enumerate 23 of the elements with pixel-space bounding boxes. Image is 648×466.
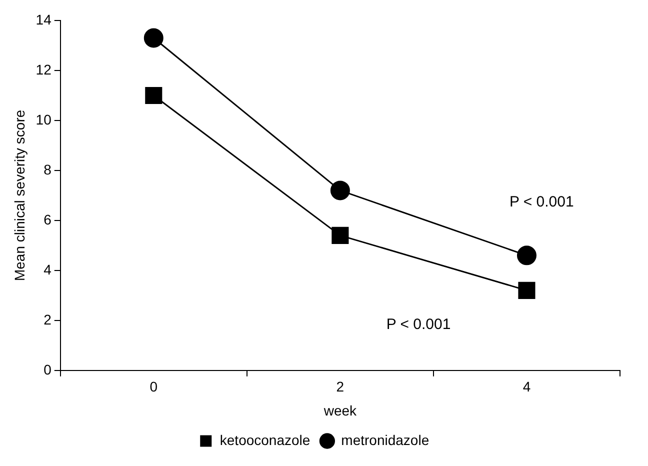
y-axis-title: Mean clinical severity score [11, 110, 28, 282]
annotation: P < 0.001 [386, 316, 451, 334]
y-tick-label: 6 [44, 211, 52, 228]
x-tick-label: 4 [522, 378, 531, 395]
y-tick-label: 8 [44, 161, 52, 178]
point [330, 180, 350, 200]
y-tick-label: 10 [36, 111, 52, 128]
legend-label: metronidazole [341, 432, 430, 448]
point [144, 28, 164, 48]
y-tick-label: 4 [44, 261, 52, 278]
y-tick-label: 12 [36, 61, 52, 78]
annotation: P < 0.001 [509, 194, 574, 211]
y-tick-label: 0 [44, 361, 52, 378]
y-tick-label: 14 [36, 11, 52, 28]
x-tick-label: 2 [336, 378, 344, 395]
y-tick-label: 2 [44, 311, 52, 328]
legend-label: ketooconazole [220, 432, 310, 448]
point [332, 226, 349, 244]
point [518, 282, 536, 299]
point [145, 86, 162, 104]
point [516, 246, 536, 266]
x-axis-title: week [322, 402, 358, 418]
x-tick-label: 0 [150, 378, 158, 395]
